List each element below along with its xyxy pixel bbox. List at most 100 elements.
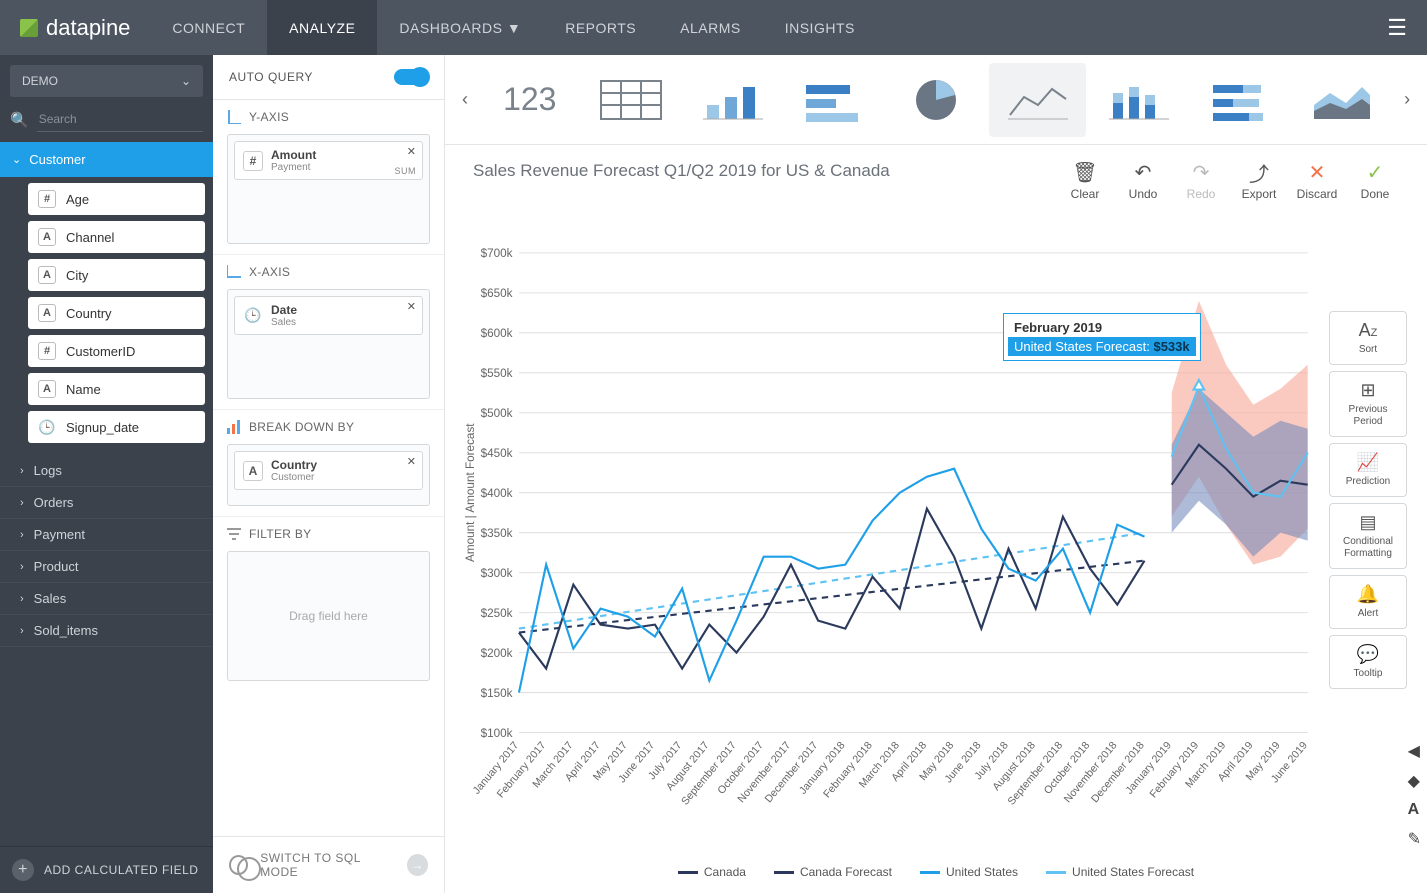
field-age[interactable]: #Age (28, 183, 205, 215)
trend-icon: 📈 (1357, 452, 1379, 472)
chart-type-area[interactable] (1294, 63, 1392, 137)
svg-text:$350k: $350k (481, 527, 513, 540)
edit-icon[interactable]: ✎ (1408, 829, 1421, 849)
chart-type-number[interactable]: 123 (481, 63, 579, 137)
filter-title: FILTER BY (249, 527, 312, 541)
x-axis-pill[interactable]: 🕒 DateSales ✕ (234, 296, 423, 335)
remove-pill-icon[interactable]: ✕ (407, 145, 416, 158)
export-button[interactable]: ⤴Export (1235, 161, 1283, 201)
field-type-number-icon: # (38, 190, 56, 208)
nav-analyze[interactable]: ANALYZE (267, 0, 377, 55)
chart-toolbar: Sales Revenue Forecast Q1/Q2 2019 for US… (445, 145, 1427, 201)
chart-type-selector: ‹ 123 › (445, 55, 1427, 145)
breakdown-dropzone[interactable]: A CountryCustomer ✕ (227, 444, 430, 506)
tree-group-sales[interactable]: ›Sales (0, 583, 213, 615)
tree-group-customer[interactable]: ⌄ Customer (0, 142, 213, 177)
legend-swatch-icon (678, 871, 698, 874)
tree-group-logs[interactable]: ›Logs (0, 455, 213, 487)
side-tool-alert[interactable]: 🔔Alert (1329, 575, 1407, 629)
side-tool-prediction[interactable]: 📈Prediction (1329, 443, 1407, 497)
nav-dashboards[interactable]: DASHBOARDS ▼ (377, 0, 543, 55)
redo-button: ↷Redo (1177, 161, 1225, 201)
side-tool-sort[interactable]: AZSort (1329, 311, 1407, 365)
chart-type-line[interactable] (989, 63, 1087, 137)
chart-type-column[interactable] (684, 63, 782, 137)
field-channel[interactable]: AChannel (28, 221, 205, 253)
field-label: City (66, 268, 88, 283)
brand-text: datapine (46, 15, 130, 41)
field-type-text-icon: A (38, 380, 56, 398)
chart-type-prev[interactable]: ‹ (453, 89, 477, 110)
tree-group-product[interactable]: ›Product (0, 551, 213, 583)
svg-text:$150k: $150k (481, 687, 513, 700)
chart-title: Sales Revenue Forecast Q1/Q2 2019 for US… (473, 161, 1033, 181)
nav-insights[interactable]: INSIGHTS (763, 0, 877, 55)
pill-main: Amount (271, 148, 316, 162)
chart-type-pie[interactable] (887, 63, 985, 137)
chart-type-stacked-bar[interactable] (1192, 63, 1290, 137)
tree-group-orders[interactable]: ›Orders (0, 487, 213, 519)
logo-mark-icon (20, 19, 38, 37)
add-calculated-field-button[interactable]: + ADD CALCULATED FIELD (0, 846, 213, 893)
remove-pill-icon[interactable]: ✕ (407, 455, 416, 468)
tree-group-payment[interactable]: ›Payment (0, 519, 213, 551)
side-tool-conditional-formatting[interactable]: ▤Conditional Formatting (1329, 503, 1407, 569)
legend-label: Canada Forecast (800, 865, 892, 879)
tool-label: Done (1361, 187, 1390, 201)
legend-swatch-icon (920, 871, 940, 874)
grid-icon: ⊞ (1360, 380, 1375, 400)
auto-query-toggle[interactable] (394, 69, 428, 85)
svg-text:$450k: $450k (481, 447, 513, 460)
breakdown-pill[interactable]: A CountryCustomer ✕ (234, 451, 423, 490)
y-axis-dropzone[interactable]: # AmountPayment ✕ SUM (227, 134, 430, 244)
text-icon[interactable]: A (1408, 801, 1421, 819)
field-signup_date[interactable]: 🕒Signup_date (28, 411, 205, 443)
svg-text:$250k: $250k (481, 607, 513, 620)
field-type-number-icon: # (243, 151, 263, 171)
clear-button[interactable]: 🗑 Clear (1061, 161, 1109, 201)
search-input[interactable] (37, 107, 203, 132)
legend-item[interactable]: United States Forecast (1046, 865, 1194, 879)
done-button[interactable]: ✓Done (1351, 161, 1399, 201)
tool-label: Clear (1071, 187, 1100, 201)
nav-alarms[interactable]: ALARMS (658, 0, 763, 55)
pointer-icon[interactable]: ◀ (1408, 741, 1421, 761)
switch-to-sql-button[interactable]: SWITCH TO SQL MODE → (213, 836, 444, 893)
legend-swatch-icon (1046, 871, 1066, 874)
field-type-text-icon: A (38, 266, 56, 284)
discard-button[interactable]: ✕Discard (1293, 161, 1341, 201)
field-name[interactable]: AName (28, 373, 205, 405)
side-tool-tooltip[interactable]: 💬Tooltip (1329, 635, 1407, 689)
schema-select[interactable]: DEMO ⌄ (10, 65, 203, 97)
field-customerid[interactable]: #CustomerID (28, 335, 205, 367)
field-country[interactable]: ACountry (28, 297, 205, 329)
filter-dropzone[interactable]: Drag field here (227, 551, 430, 681)
field-city[interactable]: A City (28, 259, 205, 291)
tree-group-sold_items[interactable]: ›Sold_items (0, 615, 213, 647)
menu-icon[interactable]: ☰ (1367, 15, 1427, 41)
field-label: Country (66, 306, 112, 321)
nav-reports[interactable]: REPORTS (543, 0, 658, 55)
remove-pill-icon[interactable]: ✕ (407, 300, 416, 313)
trash-icon: 🗑 (1072, 161, 1097, 183)
chart-tooltip: February 2019 United States Forecast: $5… (1003, 313, 1201, 361)
chart-type-table[interactable] (583, 63, 681, 137)
svg-text:$650k: $650k (481, 287, 513, 300)
legend-item[interactable]: Canada Forecast (774, 865, 892, 879)
nav-connect[interactable]: CONNECT (150, 0, 267, 55)
legend-item[interactable]: Canada (678, 865, 746, 879)
tool-label: Redo (1187, 187, 1216, 201)
y-axis-pill[interactable]: # AmountPayment ✕ SUM (234, 141, 423, 180)
chart-type-bar[interactable] (786, 63, 884, 137)
plus-icon: + (12, 859, 34, 881)
legend-item[interactable]: United States (920, 865, 1018, 879)
chart-type-next[interactable]: › (1395, 89, 1419, 110)
add-calc-label: ADD CALCULATED FIELD (44, 863, 198, 877)
fill-icon[interactable]: ◆ (1408, 771, 1421, 791)
x-axis-dropzone[interactable]: 🕒 DateSales ✕ (227, 289, 430, 399)
undo-icon: ↶ (1135, 161, 1152, 183)
side-tool-previous-period[interactable]: ⊞Previous Period (1329, 371, 1407, 437)
chart-type-stacked-column[interactable] (1090, 63, 1188, 137)
undo-button[interactable]: ↶Undo (1119, 161, 1167, 201)
search-icon[interactable]: 🔍 (10, 111, 29, 129)
